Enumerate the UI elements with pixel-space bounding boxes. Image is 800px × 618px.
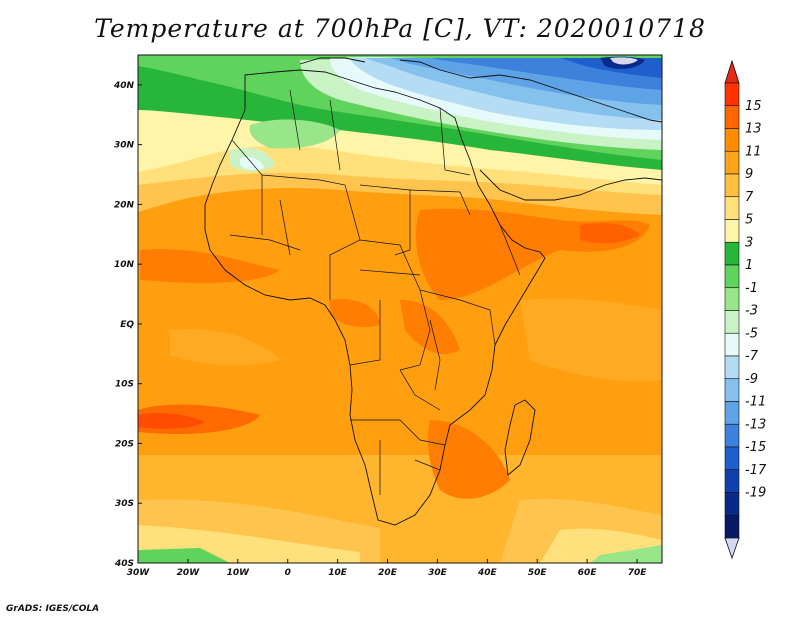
colorbar-label: 11: [745, 144, 762, 159]
colorbar-label: 1: [745, 258, 753, 273]
colorbar-swatch: [724, 514, 740, 539]
x-tick-label: 60E: [578, 568, 598, 578]
colorbar-label: -1: [745, 281, 758, 296]
y-tick-label: 20N: [114, 200, 135, 210]
y-tick-label: 30S: [115, 499, 134, 509]
colorbar-under-arrow: [724, 537, 740, 560]
x-tick-label: 30W: [127, 568, 151, 578]
colorbar-label: -9: [745, 372, 758, 387]
y-tick-label: EQ: [120, 320, 134, 330]
map-frame: [137, 54, 663, 564]
colorbar-label: 15: [745, 99, 762, 114]
temperature-field: [138, 55, 662, 563]
colorbar-swatch: [724, 355, 740, 380]
x-tick-label: 50E: [528, 568, 548, 578]
colorbar-label: -5: [745, 326, 758, 341]
colorbar-label: -19: [745, 486, 766, 501]
colorbar-swatch: [724, 287, 740, 311]
colorbar-label: 3: [745, 235, 753, 250]
colorbar-swatch: [724, 150, 740, 175]
colorbar-label: -7: [745, 349, 759, 364]
y-tick-label: 30N: [114, 141, 135, 151]
colorbar-swatch: [724, 173, 740, 198]
colorbar-swatch: [724, 332, 740, 357]
colorbar-swatch: [724, 241, 740, 266]
x-tick-label: 40E: [477, 568, 498, 578]
colorbar-label: -11: [745, 395, 766, 410]
x-tick-label: 20E: [378, 568, 398, 578]
x-tick-label: 20W: [177, 568, 201, 578]
colorbar-swatch: [724, 310, 740, 334]
x-axis: 30W 20W 10W 0 10E 20E 30E 40E 50E 60E 70E: [127, 559, 647, 578]
x-tick-label: 10E: [328, 568, 348, 578]
colorbar-swatch: [724, 264, 740, 289]
colorbar-swatch: [724, 128, 740, 152]
colorbar-label: -15: [745, 440, 766, 455]
colorbar-swatch: [724, 492, 740, 516]
colorbar-label: 9: [745, 167, 753, 182]
colorbar-swatch: [724, 378, 740, 402]
x-tick-label: 0: [285, 568, 291, 578]
y-axis: 40N 30N 20N 10N EQ 10S 20S 30S 40S: [113, 81, 142, 569]
y-tick-label: 20S: [115, 439, 134, 449]
map-title: Temperature at 700hPa [C], VT: 202001071…: [94, 14, 706, 43]
colorbar-swatch: [724, 82, 740, 107]
country-borders: [229, 89, 521, 495]
y-tick-label: 10S: [115, 380, 134, 390]
colorbar-label: 13: [745, 122, 762, 137]
y-tick-label: 10N: [114, 260, 135, 270]
grads-credit: GrADS: IGES/COLA: [6, 604, 100, 614]
colorbar-swatch: [724, 446, 740, 471]
colorbar-label: 7: [745, 190, 754, 205]
y-tick-label: 40S: [114, 559, 134, 569]
colorbar-label: -3: [745, 304, 758, 319]
colorbar-swatch: [724, 401, 740, 425]
colorbar-swatch: [724, 219, 740, 243]
colorbar-over-arrow: [724, 59, 740, 84]
colorbar-swatch: [724, 423, 740, 448]
colorbar: 15 13 11 9 7 5 3 1 -1 -3 -5 -7 -9 -11 -13 -15 -17 -19: [724, 59, 767, 560]
colorbar-label: -13: [745, 417, 766, 432]
colorbar-label: 5: [745, 213, 753, 228]
x-tick-label: 10W: [227, 568, 251, 578]
colorbar-swatch: [724, 469, 740, 493]
colorbar-label: -17: [745, 463, 767, 478]
colorbar-swatch: [724, 196, 740, 220]
x-tick-label: 70E: [628, 568, 648, 578]
x-tick-label: 30E: [428, 568, 448, 578]
y-tick-label: 40N: [113, 81, 135, 91]
colorbar-swatch: [724, 105, 740, 129]
